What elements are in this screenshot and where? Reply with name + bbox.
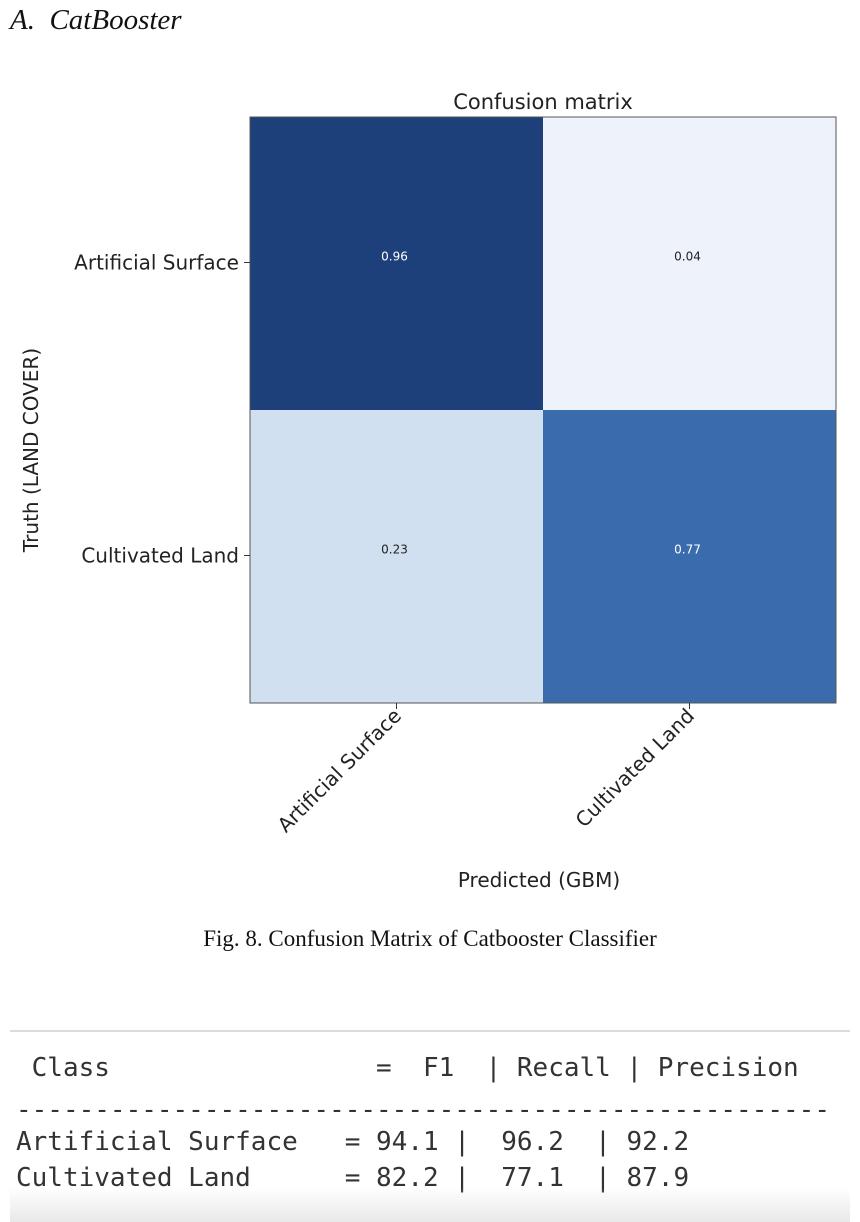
figure-caption: Fig. 8. Confusion Matrix of Catbooster C…: [203, 926, 657, 951]
matrix-cell-r0-c1: [543, 117, 836, 410]
x-tick-label: Artificial Surface: [273, 704, 407, 838]
matrix-cell-r1-c0: [250, 410, 543, 703]
y-axis-label: Truth (LAND COVER): [19, 348, 43, 553]
metrics-row-artificial-surface: Artificial Surface = 94.1 | 96.2 | 92.2: [16, 1127, 690, 1157]
chart-title: Confusion matrix: [453, 90, 633, 114]
y-tick-label: Cultivated Land: [81, 544, 239, 568]
x-axis-label: Predicted (GBM): [458, 868, 620, 892]
y-tick-label: Artificial Surface: [74, 251, 239, 275]
metrics-header: Class = F1 | Recall | Precision: [16, 1053, 799, 1083]
confusion-matrix-figure: 0.96 0.04 0.23 0.77 Confusion matrix Artifici…: [0, 80, 860, 910]
matrix-cell-r1-c1: [543, 410, 836, 703]
console-bottom-shade: [10, 1188, 850, 1222]
cell-value-label: 0.77: [674, 543, 701, 557]
cell-value-label: 0.96: [381, 250, 408, 264]
cell-value-label: 0.23: [381, 543, 408, 557]
plot-frame: [249, 116, 837, 704]
confusion-matrix-chart: 0.96 0.04 0.23 0.77 Confusion matrix Artifici…: [19, 90, 837, 892]
metrics-console: Class = F1 | Recall | Precision --------…: [10, 1030, 850, 1222]
metrics-separator: ----------------------------------------…: [16, 1095, 830, 1125]
matrix-cell-r0-c0: [250, 117, 543, 410]
section-heading: A. CatBooster: [10, 4, 182, 36]
cell-value-label: 0.04: [674, 250, 701, 264]
x-tick-label: Cultivated Land: [571, 704, 699, 832]
